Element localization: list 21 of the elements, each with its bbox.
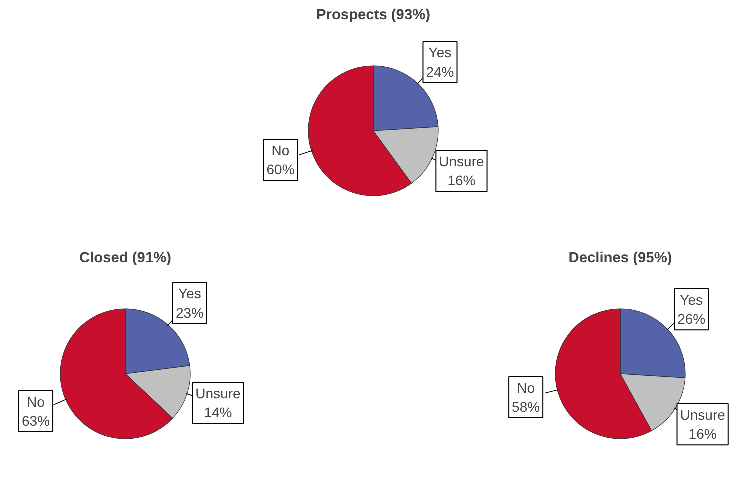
slice-label: No [27, 394, 46, 410]
slice-label: Unsure [196, 386, 242, 402]
slice-label: Unsure [439, 154, 484, 170]
data-label: 24% [426, 64, 454, 80]
data-label: 23% [176, 304, 204, 321]
slice-label: Yes [178, 286, 202, 302]
slice-label: Yes [680, 292, 703, 308]
data-label: 16% [448, 172, 476, 189]
slice-label: Yes [428, 44, 452, 61]
data-label: 26% [678, 311, 706, 328]
chart-title: Declines (95%) [568, 250, 672, 266]
data-label: 58% [512, 399, 540, 416]
data-label: 60% [266, 162, 295, 178]
data-label: 63% [22, 413, 50, 430]
chart-title: Closed (91%) [79, 250, 172, 266]
data-label: 16% [688, 426, 717, 442]
slice-label: Unsure [680, 406, 726, 423]
chart-title: Prospects (93%) [316, 8, 431, 24]
slice-label: No [517, 380, 536, 396]
slice-label: No [272, 142, 290, 159]
data-label: 14% [204, 404, 232, 421]
